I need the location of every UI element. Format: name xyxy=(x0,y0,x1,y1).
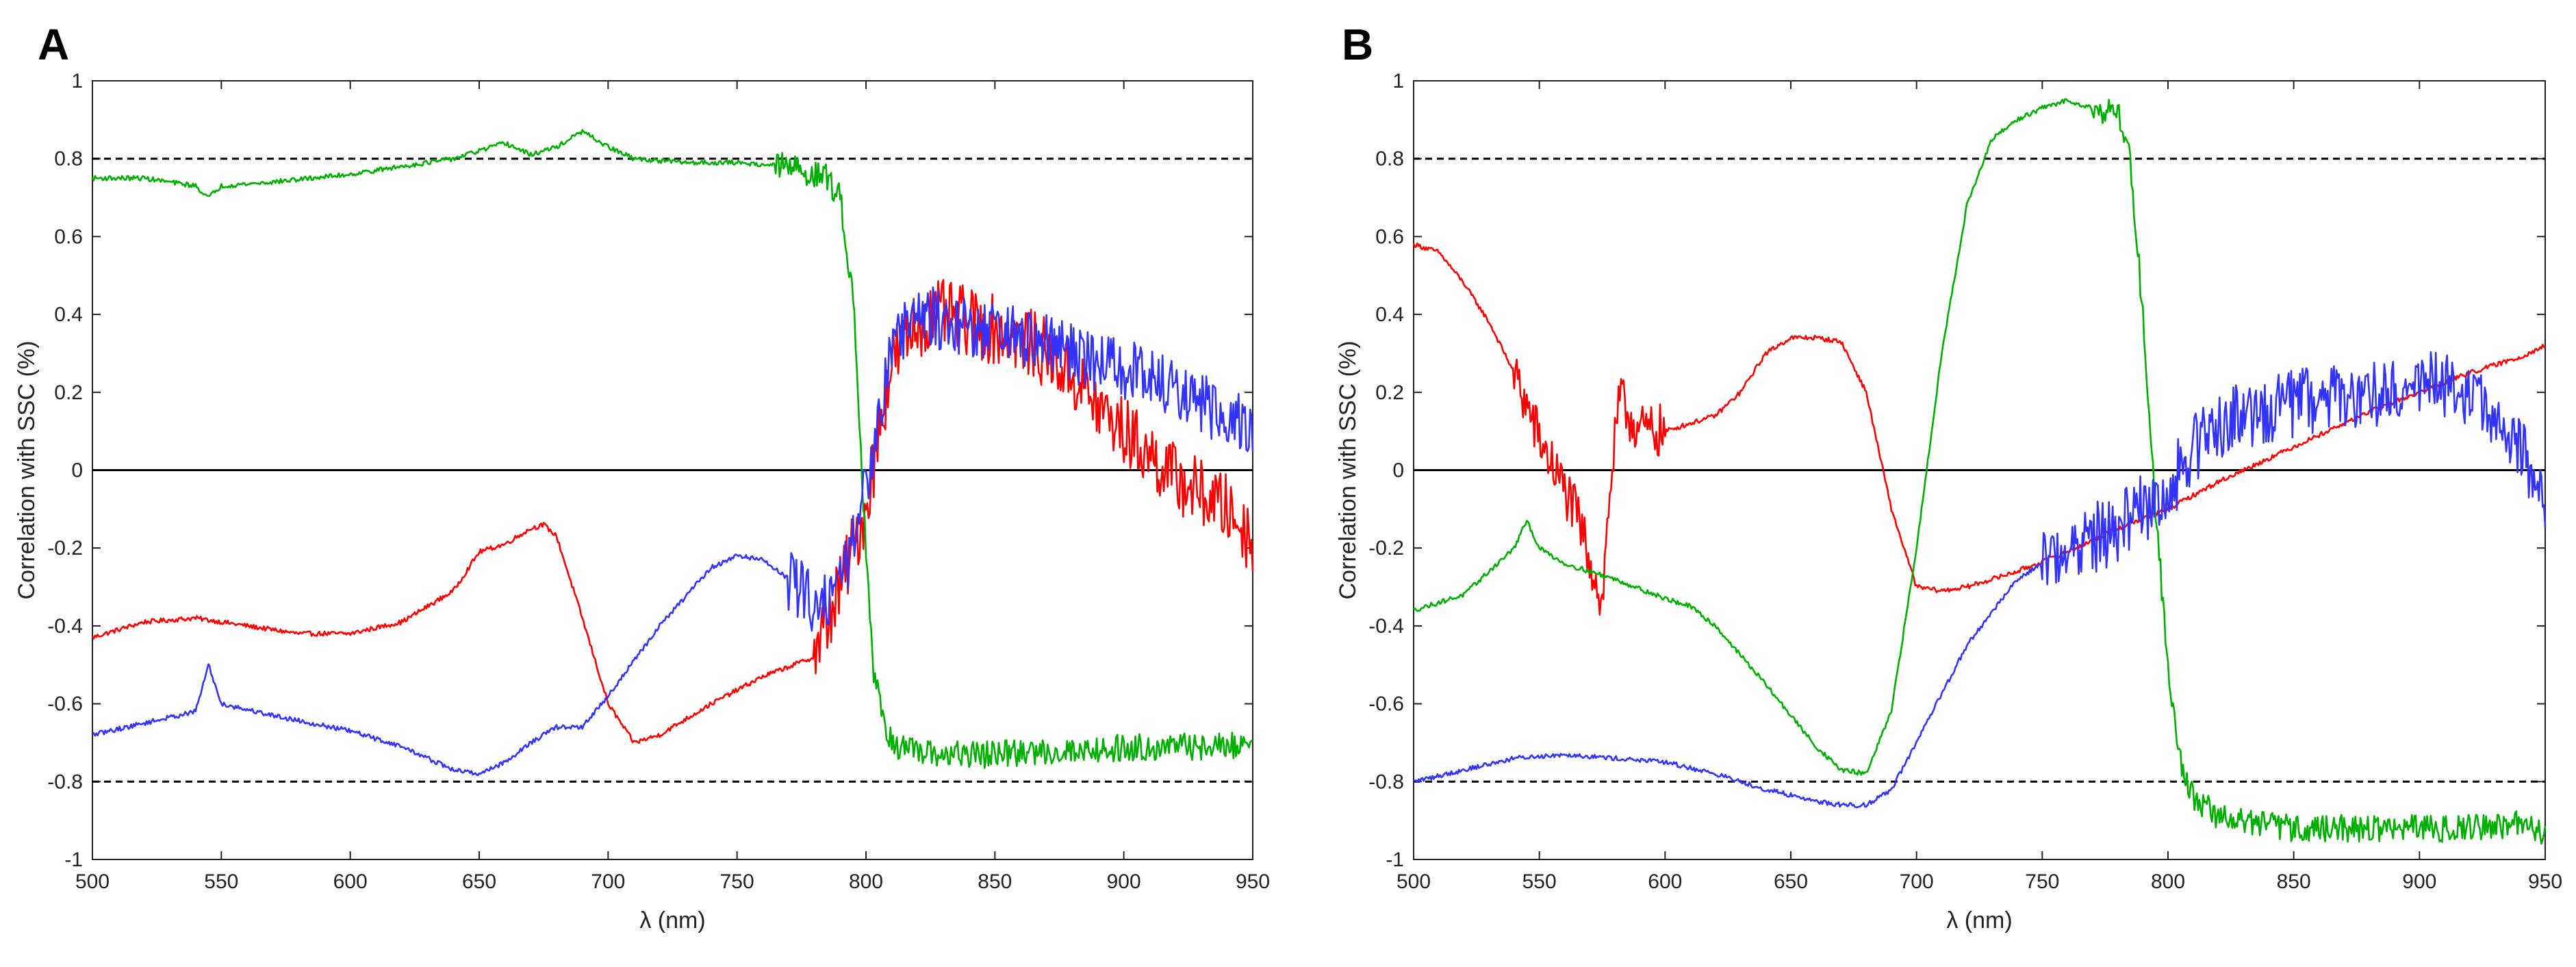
panel-a-y-tick-label: 0.4 xyxy=(54,303,83,326)
chart-a: 500 550 600 650 700 750 800 850 900 950 1 0.8 0.6 0.4… xyxy=(14,70,1270,933)
panel-b-y-axis-label: Correlation with SSC (%) xyxy=(1335,341,1361,600)
panel-b-x-tick-label: 750 xyxy=(2025,870,2059,893)
panel-a-y-tick-label: -0.2 xyxy=(47,537,83,560)
panel-b-y-tick-label: 0.4 xyxy=(1375,303,1404,326)
panel-b-y-tick-label: 0.8 xyxy=(1375,148,1404,171)
panel-b-x-tick-label: 500 xyxy=(1397,870,1431,893)
chart-b: 500 550 600 650 700 750 800 850 900 950 1 0.8 0.6 0.4… xyxy=(1335,70,2562,933)
panel-a-y-tick-label: 1 xyxy=(71,70,83,92)
panel-b-y-tick-label: -1 xyxy=(1386,849,1404,871)
panel-b-y-tick-label: 0.2 xyxy=(1375,381,1404,404)
panel-a-x-tick-label: 700 xyxy=(591,870,625,893)
panel-a-series-red xyxy=(91,279,1254,744)
panel-b-series-red xyxy=(1412,242,2546,616)
panel-b-x-tick-label: 650 xyxy=(1774,870,1808,893)
panel-b-x-tick-label: 550 xyxy=(1522,870,1557,893)
panel-b-y-tick-label: -0.4 xyxy=(1368,615,1404,638)
panel-a-x-tick-label: 800 xyxy=(849,870,883,893)
panel-letter-a: A xyxy=(38,20,70,69)
panel-b-x-tick-label: 950 xyxy=(2528,870,2562,893)
panel-b-y-tick-label: 0 xyxy=(1392,460,1404,482)
panel-a-y-tick-label: 0.2 xyxy=(54,381,83,404)
panel-a-y-tick-label: -1 xyxy=(64,849,83,871)
panel-a-y-tick-label: 0.8 xyxy=(54,148,83,171)
panel-a-y-tick-label: 0 xyxy=(71,460,83,482)
panel-a-x-tick-label: 950 xyxy=(1236,870,1270,893)
panel-a: A 500 550 600 650 700 750 800 850 900 950 1 0.8 0.6 0… xyxy=(0,0,1287,967)
panel-b-x-tick-label: 900 xyxy=(2402,870,2436,893)
panel-b-x-tick-label: 600 xyxy=(1648,870,1682,893)
panel-a-y-axis-label: Correlation with SSC (%) xyxy=(14,341,40,600)
panel-b-x-tick-label: 850 xyxy=(2277,870,2311,893)
panel-a-series-blue xyxy=(92,286,1254,777)
panel-a-x-tick-label: 900 xyxy=(1107,870,1141,893)
panel-b-y-tick-label: -0.6 xyxy=(1368,693,1404,716)
panel-b-series-green xyxy=(1413,98,2547,845)
panel-b-y-tick-label: -0.8 xyxy=(1368,770,1404,793)
panel-a-x-tick-label: 500 xyxy=(75,870,110,893)
panel-b: B 500 550 600 650 700 750 800 850 900 950 1 0.8 0.6 0… xyxy=(1287,0,2574,967)
panel-a-x-tick-label: 550 xyxy=(204,870,238,893)
panel-b-y-tick-label: 0.6 xyxy=(1375,225,1404,248)
panel-a-x-axis-label: λ (nm) xyxy=(639,907,705,933)
panel-b-x-tick-label: 800 xyxy=(2151,870,2185,893)
panel-a-x-tick-label: 600 xyxy=(333,870,368,893)
panel-a-y-tick-label: -0.4 xyxy=(47,615,83,638)
panel-a-x-tick-label: 850 xyxy=(978,870,1012,893)
panel-a-x-tick-label: 750 xyxy=(720,870,754,893)
panel-b-x-tick-label: 700 xyxy=(1900,870,1934,893)
panel-a-y-tick-label: -0.6 xyxy=(47,693,83,716)
panel-letter-b: B xyxy=(1342,20,1374,69)
panel-a-series-green xyxy=(91,129,1253,769)
panel-a-y-tick-label: 0.6 xyxy=(54,225,83,248)
panel-a-x-tick-label: 650 xyxy=(462,870,496,893)
panel-a-y-tick-label: -0.8 xyxy=(47,770,83,793)
panel-b-y-tick-label: 1 xyxy=(1392,70,1404,92)
panel-b-x-axis-label: λ (nm) xyxy=(1946,907,2012,933)
panel-b-series-blue xyxy=(1413,351,2547,808)
panel-b-y-tick-label: -0.2 xyxy=(1368,537,1404,560)
